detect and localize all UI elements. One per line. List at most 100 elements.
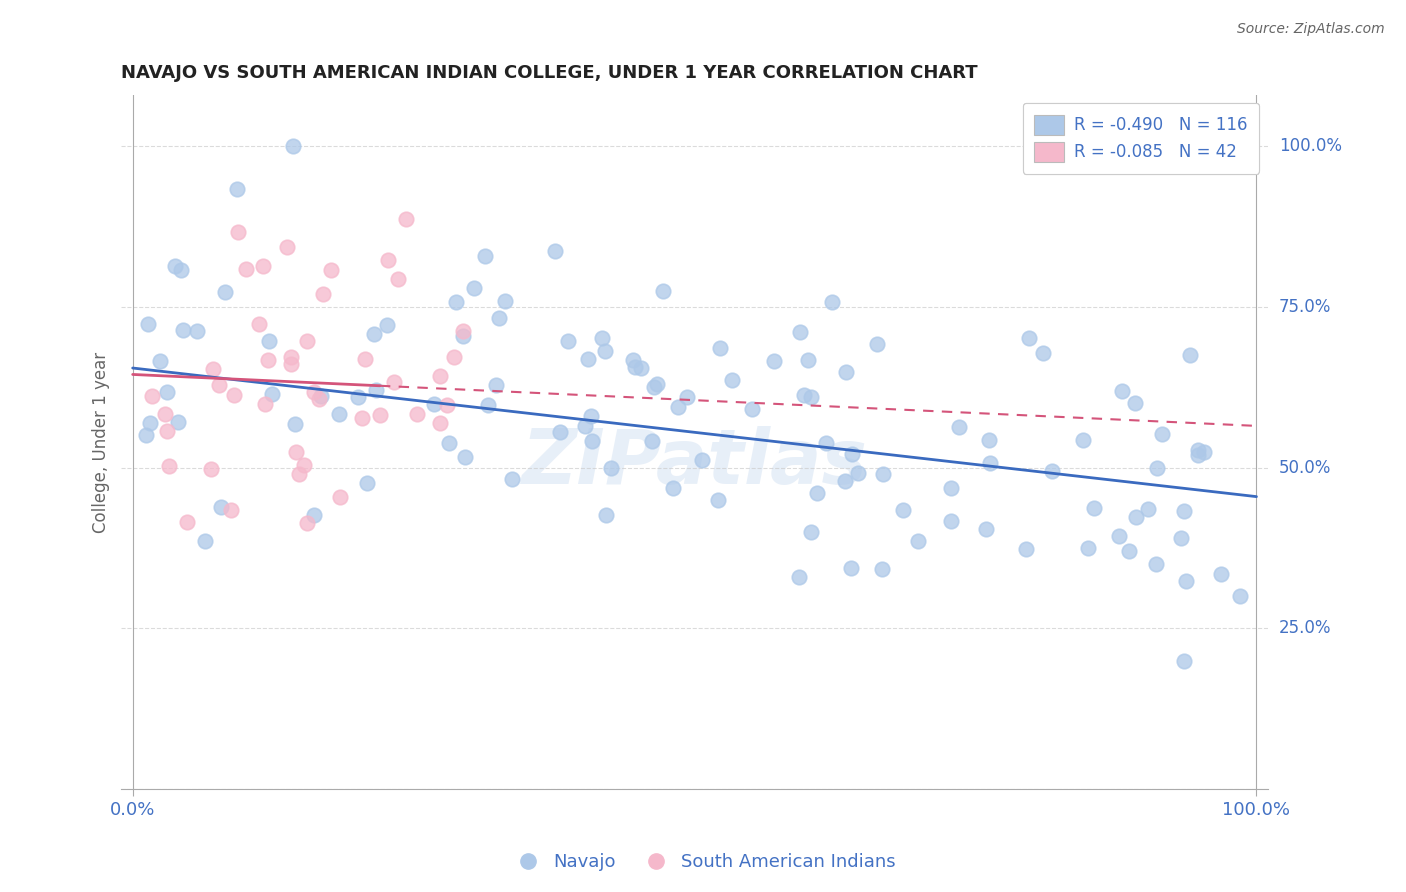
Point: [630, 360, 652, 375]
Point: [1118, 543, 1140, 558]
Point: [763, 354, 786, 368]
Point: [406, 407, 429, 421]
Point: [280, 357, 302, 371]
Point: [793, 388, 815, 402]
Point: [974, 522, 997, 536]
Point: [260, 387, 283, 401]
Point: [707, 492, 730, 507]
Point: [579, 409, 602, 423]
Point: [285, 444, 308, 458]
Point: [720, 373, 742, 387]
Point: [797, 353, 820, 368]
Point: [377, 252, 399, 267]
Legend: R = -0.490   N = 116, R = -0.085   N = 42: R = -0.490 N = 116, R = -0.085 N = 42: [1022, 103, 1260, 174]
Point: [364, 384, 387, 398]
Point: [214, 285, 236, 299]
Text: 50.0%: 50.0%: [1279, 458, 1331, 476]
Point: [221, 502, 243, 516]
Text: NAVAJO VS SOUTH AMERICAN INDIAN COLLEGE, UNDER 1 YEAR CORRELATION CHART: NAVAJO VS SOUTH AMERICAN INDIAN COLLEGE,…: [121, 64, 979, 82]
Point: [488, 311, 510, 326]
Point: [979, 456, 1001, 470]
Point: [557, 334, 579, 348]
Point: [235, 262, 257, 277]
Point: [494, 293, 516, 308]
Point: [806, 486, 828, 500]
Point: [354, 352, 377, 367]
Point: [226, 225, 249, 239]
Point: [595, 343, 617, 358]
Point: [156, 425, 179, 439]
Point: [1146, 460, 1168, 475]
Text: ZIPatlas: ZIPatlas: [522, 425, 868, 500]
Point: [375, 318, 398, 332]
Point: [979, 433, 1001, 447]
Point: [1136, 501, 1159, 516]
Point: [387, 271, 409, 285]
Point: [544, 244, 567, 259]
Point: [675, 390, 697, 404]
Point: [474, 249, 496, 263]
Point: [891, 503, 914, 517]
Point: [222, 388, 245, 402]
Point: [257, 353, 280, 368]
Legend: Navajo, South American Indians: Navajo, South American Indians: [503, 847, 903, 879]
Point: [800, 390, 823, 404]
Point: [690, 452, 713, 467]
Point: [304, 385, 326, 400]
Point: [477, 398, 499, 412]
Point: [202, 362, 225, 376]
Point: [292, 458, 315, 472]
Point: [155, 407, 177, 421]
Point: [193, 534, 215, 549]
Point: [156, 385, 179, 400]
Point: [1192, 445, 1215, 459]
Point: [1144, 558, 1167, 572]
Point: [668, 400, 690, 414]
Point: [328, 407, 350, 421]
Point: [1187, 448, 1209, 462]
Point: [209, 500, 232, 515]
Point: [1173, 654, 1195, 668]
Point: [1175, 574, 1198, 588]
Point: [451, 328, 474, 343]
Point: [135, 428, 157, 442]
Point: [834, 474, 856, 488]
Point: [741, 402, 763, 417]
Point: [709, 341, 731, 355]
Point: [643, 380, 665, 394]
Point: [835, 365, 858, 379]
Point: [800, 524, 823, 539]
Point: [276, 240, 298, 254]
Point: [295, 516, 318, 530]
Point: [872, 467, 894, 482]
Point: [308, 392, 330, 406]
Point: [350, 410, 373, 425]
Point: [288, 467, 311, 482]
Point: [815, 436, 838, 450]
Point: [247, 317, 270, 331]
Point: [284, 417, 307, 432]
Point: [576, 352, 599, 367]
Point: [641, 434, 664, 448]
Point: [1180, 348, 1202, 362]
Point: [280, 351, 302, 365]
Point: [870, 562, 893, 576]
Point: [939, 514, 962, 528]
Point: [1042, 464, 1064, 478]
Point: [651, 284, 673, 298]
Point: [1111, 384, 1133, 398]
Point: [621, 353, 644, 368]
Point: [167, 415, 190, 429]
Point: [281, 139, 304, 153]
Point: [347, 391, 370, 405]
Text: Source: ZipAtlas.com: Source: ZipAtlas.com: [1237, 22, 1385, 37]
Point: [451, 325, 474, 339]
Point: [429, 369, 451, 384]
Point: [1209, 567, 1232, 582]
Point: [157, 459, 180, 474]
Point: [208, 377, 231, 392]
Point: [1125, 509, 1147, 524]
Point: [149, 354, 172, 368]
Point: [1187, 442, 1209, 457]
Point: [839, 561, 862, 575]
